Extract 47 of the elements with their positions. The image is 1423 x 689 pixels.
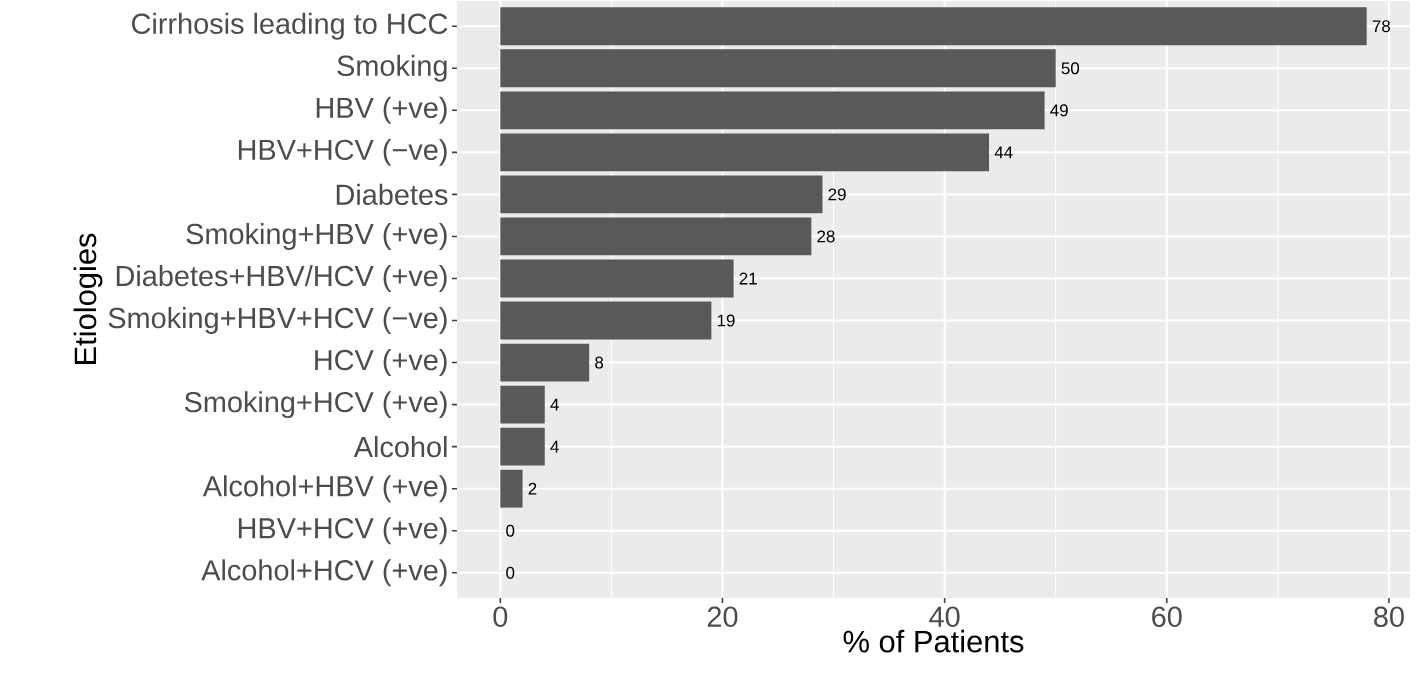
bar bbox=[500, 49, 1056, 88]
data-label: 21 bbox=[739, 272, 757, 285]
y-tick-label: Diabetes bbox=[336, 183, 448, 205]
y-tick-label: Smoking+HBV+HCV (−ve) bbox=[108, 307, 447, 334]
y-tick-label: Alcohol bbox=[353, 436, 447, 458]
data-label: 50 bbox=[1061, 62, 1080, 75]
data-label: 78 bbox=[1372, 20, 1390, 33]
y-tick-label: HBV (+ve) bbox=[316, 96, 447, 124]
bar bbox=[500, 7, 1367, 46]
x-tick-label: 40 bbox=[929, 606, 960, 627]
y-tick-label: Smoking+HCV (+ve) bbox=[184, 391, 447, 419]
bar bbox=[500, 427, 545, 466]
data-label: 28 bbox=[817, 230, 835, 243]
bar bbox=[500, 301, 712, 340]
y-tick-label: Alcohol+HBV (+ve) bbox=[202, 475, 447, 503]
data-label: 4 bbox=[550, 398, 559, 411]
bar bbox=[500, 259, 734, 298]
y-tick-label: Diabetes+HBV/HCV (+ve) bbox=[116, 265, 447, 292]
bar bbox=[500, 91, 1045, 130]
y-tick-label: HBV+HCV (−ve) bbox=[238, 138, 447, 166]
y-tick-label: Smoking+HBV (+ve) bbox=[186, 222, 447, 250]
data-label: 8 bbox=[595, 356, 604, 369]
y-tick-label: Alcohol+HCV (+ve) bbox=[201, 559, 447, 587]
x-tick-label: 0 bbox=[493, 606, 508, 627]
x-tick-label: 20 bbox=[707, 606, 738, 627]
bar bbox=[500, 217, 812, 256]
y-tick-label: Smoking bbox=[337, 54, 447, 82]
bar bbox=[500, 343, 590, 382]
y-tick-label: Cirrhosis leading to HCC bbox=[132, 12, 448, 40]
bar bbox=[500, 469, 523, 508]
bar bbox=[500, 385, 545, 424]
data-label: 29 bbox=[828, 188, 846, 201]
data-label: 2 bbox=[528, 482, 537, 495]
x-axis-title: % of Patients bbox=[843, 629, 1024, 653]
data-label: 44 bbox=[994, 146, 1013, 159]
data-label: 4 bbox=[550, 440, 559, 453]
data-label: 0 bbox=[506, 524, 515, 537]
bar bbox=[500, 133, 990, 172]
x-tick-label: 80 bbox=[1374, 606, 1404, 627]
x-tick-label: 60 bbox=[1152, 606, 1182, 627]
bar bbox=[500, 175, 823, 214]
data-label: 49 bbox=[1050, 104, 1068, 117]
data-label: 19 bbox=[717, 314, 735, 327]
y-tick-label: HCV (+ve) bbox=[315, 349, 447, 377]
data-label: 0 bbox=[506, 566, 515, 579]
y-tick-label: HBV+HCV (+ve) bbox=[238, 517, 447, 545]
y-axis-title: Etiologies bbox=[73, 233, 103, 364]
